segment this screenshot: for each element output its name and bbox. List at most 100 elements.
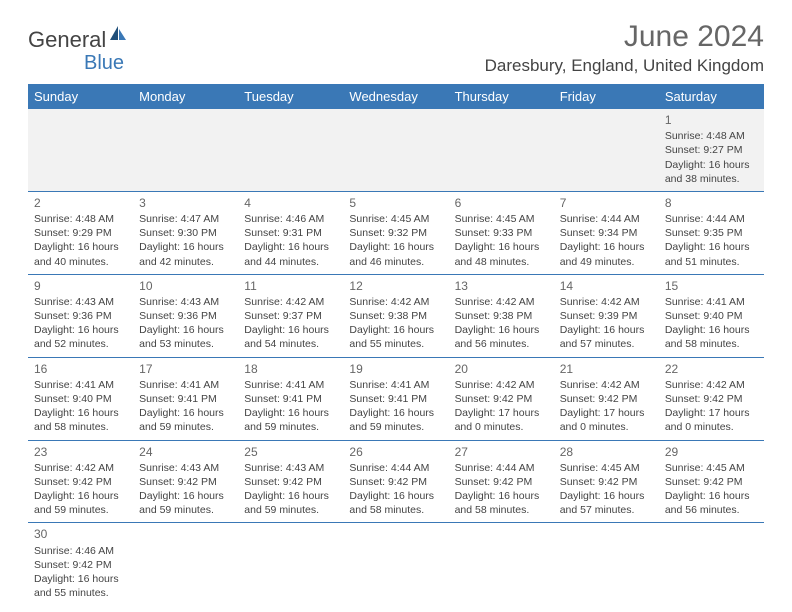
daylight-text: Daylight: 16 hours and 58 minutes.	[34, 406, 127, 434]
calendar-cell: 15Sunrise: 4:41 AMSunset: 9:40 PMDayligh…	[659, 274, 764, 357]
sunset-text: Sunset: 9:31 PM	[244, 226, 337, 240]
sunset-text: Sunset: 9:42 PM	[34, 558, 127, 572]
day-number: 26	[349, 444, 442, 460]
day-number: 22	[665, 361, 758, 377]
sunrise-text: Sunrise: 4:42 AM	[349, 295, 442, 309]
day-number: 21	[560, 361, 653, 377]
calendar-cell: 1Sunrise: 4:48 AMSunset: 9:27 PMDaylight…	[659, 109, 764, 191]
sunset-text: Sunset: 9:42 PM	[665, 392, 758, 406]
month-title: June 2024	[485, 20, 764, 54]
sunrise-text: Sunrise: 4:48 AM	[34, 212, 127, 226]
calendar-cell: 9Sunrise: 4:43 AMSunset: 9:36 PMDaylight…	[28, 274, 133, 357]
day-number: 11	[244, 278, 337, 294]
day-number: 20	[455, 361, 548, 377]
calendar-cell: 6Sunrise: 4:45 AMSunset: 9:33 PMDaylight…	[449, 191, 554, 274]
calendar-cell: 22Sunrise: 4:42 AMSunset: 9:42 PMDayligh…	[659, 357, 764, 440]
day-number: 29	[665, 444, 758, 460]
calendar-cell: 13Sunrise: 4:42 AMSunset: 9:38 PMDayligh…	[449, 274, 554, 357]
sunrise-text: Sunrise: 4:41 AM	[349, 378, 442, 392]
sunset-text: Sunset: 9:30 PM	[139, 226, 232, 240]
day-number: 7	[560, 195, 653, 211]
sunset-text: Sunset: 9:34 PM	[560, 226, 653, 240]
sunrise-text: Sunrise: 4:42 AM	[665, 378, 758, 392]
sunrise-text: Sunrise: 4:41 AM	[34, 378, 127, 392]
calendar-cell: 18Sunrise: 4:41 AMSunset: 9:41 PMDayligh…	[238, 357, 343, 440]
logo: General	[28, 24, 128, 55]
daylight-text: Daylight: 16 hours and 57 minutes.	[560, 323, 653, 351]
sunrise-text: Sunrise: 4:44 AM	[455, 461, 548, 475]
calendar-cell	[554, 523, 659, 605]
day-header: Friday	[554, 84, 659, 109]
day-number: 3	[139, 195, 232, 211]
sunrise-text: Sunrise: 4:44 AM	[665, 212, 758, 226]
daylight-text: Daylight: 16 hours and 44 minutes.	[244, 240, 337, 268]
daylight-text: Daylight: 16 hours and 53 minutes.	[139, 323, 232, 351]
sunrise-text: Sunrise: 4:45 AM	[349, 212, 442, 226]
sunset-text: Sunset: 9:42 PM	[244, 475, 337, 489]
calendar-cell: 10Sunrise: 4:43 AMSunset: 9:36 PMDayligh…	[133, 274, 238, 357]
calendar-header-row: SundayMondayTuesdayWednesdayThursdayFrid…	[28, 84, 764, 109]
calendar-cell: 12Sunrise: 4:42 AMSunset: 9:38 PMDayligh…	[343, 274, 448, 357]
calendar-cell: 7Sunrise: 4:44 AMSunset: 9:34 PMDaylight…	[554, 191, 659, 274]
sunset-text: Sunset: 9:41 PM	[349, 392, 442, 406]
day-number: 5	[349, 195, 442, 211]
daylight-text: Daylight: 16 hours and 58 minutes.	[455, 489, 548, 517]
sunrise-text: Sunrise: 4:43 AM	[139, 295, 232, 309]
calendar-cell: 25Sunrise: 4:43 AMSunset: 9:42 PMDayligh…	[238, 440, 343, 523]
day-number: 30	[34, 526, 127, 542]
sunset-text: Sunset: 9:42 PM	[560, 475, 653, 489]
calendar-cell: 8Sunrise: 4:44 AMSunset: 9:35 PMDaylight…	[659, 191, 764, 274]
daylight-text: Daylight: 16 hours and 59 minutes.	[244, 406, 337, 434]
sunset-text: Sunset: 9:42 PM	[34, 475, 127, 489]
calendar-cell	[133, 523, 238, 605]
daylight-text: Daylight: 16 hours and 55 minutes.	[34, 572, 127, 600]
sunset-text: Sunset: 9:38 PM	[349, 309, 442, 323]
sunset-text: Sunset: 9:35 PM	[665, 226, 758, 240]
day-number: 16	[34, 361, 127, 377]
calendar-row: 30Sunrise: 4:46 AMSunset: 9:42 PMDayligh…	[28, 523, 764, 605]
sunset-text: Sunset: 9:37 PM	[244, 309, 337, 323]
day-number: 14	[560, 278, 653, 294]
day-number: 17	[139, 361, 232, 377]
sunset-text: Sunset: 9:42 PM	[455, 475, 548, 489]
sunset-text: Sunset: 9:41 PM	[139, 392, 232, 406]
day-number: 25	[244, 444, 337, 460]
calendar-cell: 14Sunrise: 4:42 AMSunset: 9:39 PMDayligh…	[554, 274, 659, 357]
day-number: 28	[560, 444, 653, 460]
day-number: 6	[455, 195, 548, 211]
calendar-cell	[343, 523, 448, 605]
day-number: 19	[349, 361, 442, 377]
calendar-cell: 17Sunrise: 4:41 AMSunset: 9:41 PMDayligh…	[133, 357, 238, 440]
daylight-text: Daylight: 16 hours and 59 minutes.	[349, 406, 442, 434]
sunrise-text: Sunrise: 4:42 AM	[244, 295, 337, 309]
sunset-text: Sunset: 9:40 PM	[34, 392, 127, 406]
daylight-text: Daylight: 16 hours and 57 minutes.	[560, 489, 653, 517]
calendar-cell: 11Sunrise: 4:42 AMSunset: 9:37 PMDayligh…	[238, 274, 343, 357]
daylight-text: Daylight: 16 hours and 48 minutes.	[455, 240, 548, 268]
daylight-text: Daylight: 16 hours and 59 minutes.	[244, 489, 337, 517]
calendar-cell: 21Sunrise: 4:42 AMSunset: 9:42 PMDayligh…	[554, 357, 659, 440]
sunrise-text: Sunrise: 4:48 AM	[665, 129, 758, 143]
calendar-cell: 30Sunrise: 4:46 AMSunset: 9:42 PMDayligh…	[28, 523, 133, 605]
sunset-text: Sunset: 9:32 PM	[349, 226, 442, 240]
daylight-text: Daylight: 16 hours and 38 minutes.	[665, 158, 758, 186]
calendar-cell	[659, 523, 764, 605]
calendar-cell	[343, 109, 448, 191]
calendar-row: 2Sunrise: 4:48 AMSunset: 9:29 PMDaylight…	[28, 191, 764, 274]
logo-text-1: General	[28, 27, 106, 53]
sunrise-text: Sunrise: 4:41 AM	[244, 378, 337, 392]
sunset-text: Sunset: 9:38 PM	[455, 309, 548, 323]
sunrise-text: Sunrise: 4:44 AM	[349, 461, 442, 475]
sunset-text: Sunset: 9:27 PM	[665, 143, 758, 157]
sunset-text: Sunset: 9:42 PM	[665, 475, 758, 489]
daylight-text: Daylight: 16 hours and 42 minutes.	[139, 240, 232, 268]
calendar-cell: 24Sunrise: 4:43 AMSunset: 9:42 PMDayligh…	[133, 440, 238, 523]
sunset-text: Sunset: 9:42 PM	[349, 475, 442, 489]
sunrise-text: Sunrise: 4:42 AM	[34, 461, 127, 475]
daylight-text: Daylight: 16 hours and 56 minutes.	[455, 323, 548, 351]
title-block: June 2024 Daresbury, England, United Kin…	[485, 20, 764, 76]
daylight-text: Daylight: 17 hours and 0 minutes.	[560, 406, 653, 434]
sunset-text: Sunset: 9:41 PM	[244, 392, 337, 406]
calendar-cell: 3Sunrise: 4:47 AMSunset: 9:30 PMDaylight…	[133, 191, 238, 274]
sunrise-text: Sunrise: 4:45 AM	[560, 461, 653, 475]
